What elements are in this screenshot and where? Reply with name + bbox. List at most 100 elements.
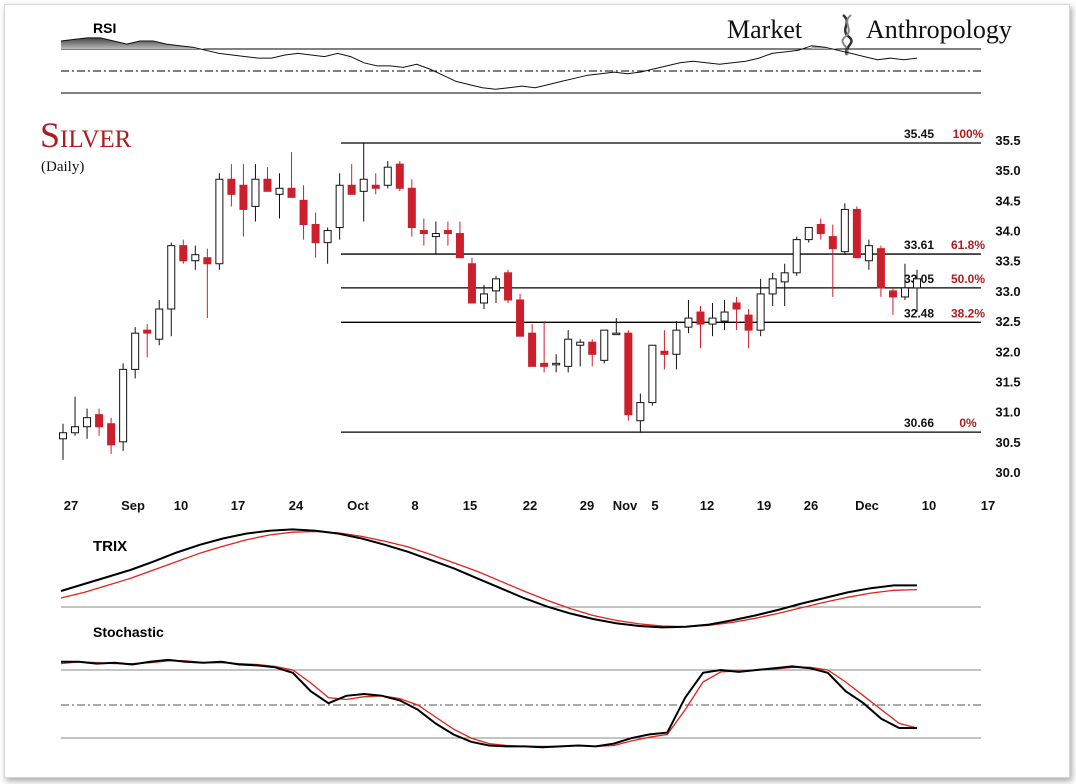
candle-body <box>816 224 825 235</box>
x-tick-label: 17 <box>231 498 245 513</box>
trix-panel: TRIX <box>60 528 981 629</box>
x-tick-label: Nov <box>613 498 638 513</box>
chart-subtitle: (Daily) <box>41 159 84 175</box>
candle-body <box>311 224 320 244</box>
candle-body <box>179 245 188 262</box>
candle-body <box>59 432 67 440</box>
x-tick-label: 29 <box>580 498 594 513</box>
x-tick-label: 15 <box>463 498 477 513</box>
candle-body <box>852 208 861 259</box>
x-tick-label: 24 <box>289 498 304 513</box>
candle-body <box>407 187 416 229</box>
y-tick-label: 35.5 <box>995 133 1020 148</box>
candle-body <box>383 166 392 186</box>
candle-body <box>95 414 104 428</box>
candle-body <box>876 248 885 289</box>
candle-body <box>828 236 837 250</box>
y-tick-label: 33.0 <box>995 284 1020 299</box>
fib-price-label: 33.61 <box>904 238 934 252</box>
y-tick-label: 35.0 <box>995 163 1020 178</box>
candle-body <box>564 338 573 367</box>
trix-series-line <box>60 530 918 628</box>
candle-body <box>624 332 633 416</box>
candle-body <box>792 239 801 274</box>
candle-body <box>107 423 116 446</box>
candle-body <box>913 278 921 289</box>
candle-body <box>720 311 729 322</box>
fib-pct-label: 100% <box>953 127 984 141</box>
candle-body <box>900 287 909 298</box>
candle-body <box>732 302 741 310</box>
y-tick-label: 33.5 <box>995 254 1020 269</box>
candle-body <box>71 426 80 434</box>
brand-word1: Market <box>727 15 803 44</box>
x-tick-label: Oct <box>347 498 369 513</box>
fib-price-label: 35.45 <box>904 127 934 141</box>
x-tick-label: 22 <box>523 498 537 513</box>
rsi-panel: RSI <box>60 20 981 94</box>
candle-body <box>227 178 236 195</box>
y-tick-label: 32.5 <box>995 314 1020 329</box>
candle-body <box>299 199 308 226</box>
stochastic-series-line <box>61 658 917 749</box>
x-tick-label: Dec <box>855 498 879 513</box>
fib-price-label: 32.48 <box>904 306 934 320</box>
candle-body <box>516 299 525 337</box>
x-tick-label: 27 <box>64 498 78 513</box>
x-tick-label: 26 <box>804 498 818 513</box>
stochastic-lines <box>60 658 918 749</box>
candle-body <box>191 254 200 262</box>
y-tick-label: 31.0 <box>995 405 1020 420</box>
candle-body <box>323 230 332 244</box>
fib-pct-label: 38.2% <box>951 306 985 320</box>
candle-body <box>744 314 753 331</box>
fib-pct-label: 50.0% <box>951 272 985 286</box>
price-y-axis: 35.5 35.0 34.5 34.0 33.5 33.0 32.5 32.0 31.5 31.0… <box>995 133 1020 480</box>
candle-body <box>840 208 849 253</box>
candle-body <box>780 272 789 283</box>
candle-body <box>708 317 717 325</box>
candles <box>59 143 921 460</box>
trix-lines <box>60 528 918 629</box>
chart-title: Silver <box>40 115 132 155</box>
chart-svg: Market Anthropology RSI Silver (Daily) 3… <box>40 14 1021 749</box>
candle-body <box>419 230 428 235</box>
candle-body <box>167 245 176 310</box>
x-tick-label: 17 <box>981 498 995 513</box>
candle-body <box>287 187 296 198</box>
rsi-line <box>60 37 918 90</box>
trix-title: TRIX <box>93 538 127 555</box>
fib-pct-label: 61.8% <box>951 238 985 252</box>
y-tick-label: 34.5 <box>995 193 1020 208</box>
x-tick-label: 5 <box>651 498 658 513</box>
candle-body <box>455 233 464 259</box>
candle-body <box>768 278 777 295</box>
candle-body <box>528 332 537 367</box>
candle-body <box>83 417 92 428</box>
stochastic-title: Stochastic <box>93 624 164 640</box>
rsi-overbought-fill <box>61 37 838 49</box>
candle-body <box>888 290 897 298</box>
fib-pct-label: 0% <box>959 416 977 430</box>
x-tick-label: 8 <box>411 498 418 513</box>
candle-body <box>504 272 513 301</box>
candle-body <box>660 350 669 355</box>
candle-body <box>443 230 452 235</box>
candle-body <box>636 402 645 422</box>
fib-price-label: 30.66 <box>904 416 934 430</box>
candle-body <box>588 341 597 355</box>
candle-body <box>756 293 765 331</box>
date-x-axis: 27 Sep 10 17 24 Oct 8 15 22 29 Nov 5 12 19 26 Dec 10 17 <box>64 498 995 513</box>
x-tick-label: 19 <box>757 498 771 513</box>
candle-body <box>648 344 657 404</box>
chart-frame: Market Anthropology RSI Silver (Daily) 3… <box>4 4 1070 778</box>
candle-body <box>467 263 476 304</box>
brand-logo: Market Anthropology <box>727 14 1012 56</box>
candle-body <box>275 187 284 195</box>
candle-body <box>600 329 609 361</box>
candle-body <box>612 332 621 336</box>
candle-body <box>864 245 873 262</box>
candle-body <box>119 368 128 443</box>
candle-body <box>335 184 344 229</box>
candle-body <box>696 311 705 325</box>
